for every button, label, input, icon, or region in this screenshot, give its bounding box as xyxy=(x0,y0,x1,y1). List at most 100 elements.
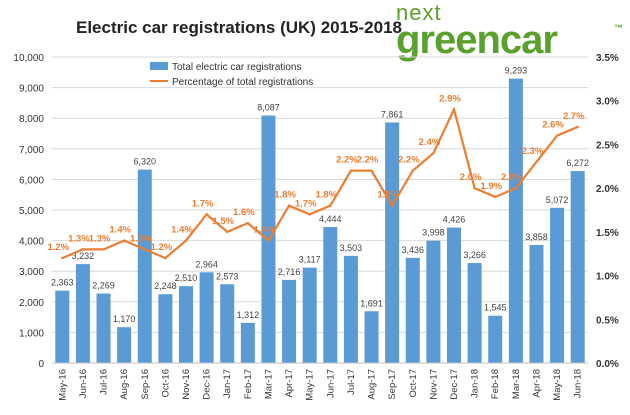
line-point xyxy=(184,239,188,242)
bar-data-label: 1,691 xyxy=(360,298,383,308)
line-data-label: 1.5% xyxy=(212,216,234,227)
line-point xyxy=(370,169,373,172)
x-axis-tick-label: Jan-18 xyxy=(470,369,481,398)
line-point xyxy=(164,256,167,260)
line-point xyxy=(143,248,146,251)
x-axis-tick-label: Feb-17 xyxy=(243,369,254,399)
left-axis-tick-label: 10,000 xyxy=(13,53,44,64)
bar-data-label: 2,716 xyxy=(278,267,301,277)
line-data-label: 2.2% xyxy=(357,155,379,166)
bar-data-label: 3,503 xyxy=(340,243,363,253)
bar xyxy=(570,171,585,363)
line-data-label: 1.3% xyxy=(68,233,90,244)
bar xyxy=(137,169,152,363)
line-data-label: 2.6% xyxy=(542,120,564,131)
logo-greencar: greencar xyxy=(396,18,558,62)
x-axis-tick-label: Aug-16 xyxy=(119,369,130,400)
bar-data-label: 9,293 xyxy=(505,66,528,76)
x-axis-tick-label: Feb-18 xyxy=(490,369,501,399)
line-point xyxy=(514,186,518,190)
line-point xyxy=(411,169,414,172)
x-axis-tick-label: Jun-18 xyxy=(573,369,584,398)
x-axis-tick-label: Jun-16 xyxy=(78,369,89,398)
x-axis-tick-label: May-18 xyxy=(552,369,563,401)
x-axis-tick-label: Apr-17 xyxy=(284,369,295,398)
bar-data-label: 3,117 xyxy=(299,255,321,265)
line-data-label: 1.8% xyxy=(274,190,296,201)
bar xyxy=(488,315,503,363)
line-data-label: 2.3% xyxy=(522,146,544,157)
x-axis-tick-label: Dec-17 xyxy=(449,369,460,400)
line-point xyxy=(535,160,538,164)
bar xyxy=(96,293,111,363)
line-data-label: 1.8% xyxy=(377,190,399,201)
line-data-label: 2.7% xyxy=(563,111,585,122)
line-point xyxy=(287,204,291,207)
bar-data-label: 5,072 xyxy=(546,195,569,205)
line-data-label: 1.6% xyxy=(233,207,255,218)
bar-data-label: 3,232 xyxy=(72,251,95,261)
bar-data-label: 1,545 xyxy=(484,303,507,313)
line-data-label: 2.2% xyxy=(398,155,420,166)
bar xyxy=(550,207,565,363)
line-data-label: 2.4% xyxy=(419,137,441,148)
line-point xyxy=(61,256,64,260)
percentage-line xyxy=(61,106,579,260)
left-axis-tick-label: 1,000 xyxy=(19,328,44,339)
x-axis-tick-label: Sep-16 xyxy=(140,369,151,400)
bar xyxy=(179,286,193,363)
line-point xyxy=(390,204,394,207)
right-axis-tick-label: 3.5% xyxy=(596,53,619,64)
line-point xyxy=(329,204,332,207)
line-point xyxy=(81,248,85,251)
bar xyxy=(323,227,338,363)
left-axis-tick-label: 7,000 xyxy=(19,145,44,156)
next-greencar-logo: next greencar ™ xyxy=(396,0,623,62)
bar-data-label: 2,269 xyxy=(92,281,115,291)
bar xyxy=(405,257,420,363)
bar xyxy=(240,322,255,363)
x-axis-tick-label: Mar-17 xyxy=(263,369,274,399)
bar-data-label: 3,858 xyxy=(525,232,548,242)
right-axis-tick-label: 2.5% xyxy=(596,140,619,151)
bar-data-label: 2,248 xyxy=(154,281,177,291)
line-point xyxy=(452,108,456,111)
x-axis-tick-label: Dec-16 xyxy=(202,369,213,400)
x-axis-tick-label: Jun-17 xyxy=(325,369,336,398)
bar-data-label: 2,964 xyxy=(195,259,218,269)
right-axis-tick-label: 2.0% xyxy=(596,184,619,195)
left-axis-tick-label: 2,000 xyxy=(19,298,44,309)
bar-data-label: 4,444 xyxy=(319,214,342,224)
line-data-label: 1.2% xyxy=(151,242,173,253)
line-data-label: 1.3% xyxy=(89,233,111,244)
bar-data-label: 3,998 xyxy=(422,228,445,238)
left-axis-tick-label: 9,000 xyxy=(19,84,44,95)
bar-data-label: 3,436 xyxy=(402,245,425,255)
left-axis-tick-label: 3,000 xyxy=(19,267,44,278)
bar xyxy=(302,267,317,363)
right-axis-tick-label: 0.5% xyxy=(596,315,619,326)
bar-data-label: 3,266 xyxy=(463,250,486,260)
line-data-label: 2.0% xyxy=(460,172,482,183)
right-axis-tick-label: 1.0% xyxy=(596,272,619,283)
line-data-label: 1.7% xyxy=(295,198,317,209)
bar xyxy=(75,264,90,363)
bar-data-label: 4,426 xyxy=(443,215,466,225)
logo-next: next xyxy=(396,0,442,25)
line-data-label: 2.0% xyxy=(501,172,523,183)
line-data-label: 1.9% xyxy=(480,181,502,192)
bar xyxy=(55,290,70,363)
x-axis-tick-label: Aug-17 xyxy=(367,369,378,400)
x-axis-tick-label: Apr-18 xyxy=(531,369,542,398)
x-axis-tick-label: Jul-16 xyxy=(99,369,110,395)
bar xyxy=(426,240,441,363)
line-data-label: 2.9% xyxy=(439,93,461,104)
x-axis-tick-label: Mar-18 xyxy=(511,369,522,399)
left-axis-tick-label: 8,000 xyxy=(19,114,44,125)
legend-swatch-bars xyxy=(150,62,168,70)
bar xyxy=(117,327,132,363)
line-data-label: 1.7% xyxy=(192,198,214,209)
right-axis-tick-label: 1.5% xyxy=(596,228,619,239)
bar xyxy=(158,294,173,363)
